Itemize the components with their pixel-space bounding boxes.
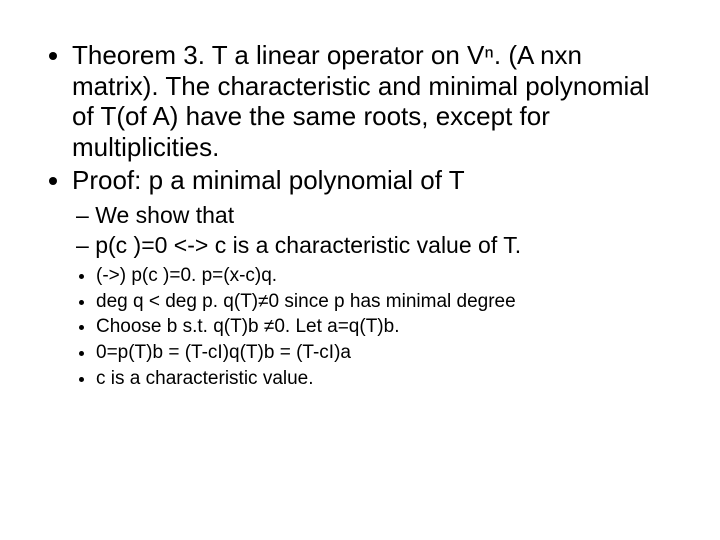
bullet-item: (->) p(c )=0. p=(x-c)q.	[96, 264, 672, 289]
bullet-item: Theorem 3. T a linear operator on Vⁿ. (A…	[72, 40, 672, 163]
bullet-item: Choose b s.t. q(T)b ≠0. Let a=q(T)b.	[96, 315, 672, 340]
bullet-item: p(c )=0 <-> c is a characteristic value …	[76, 231, 672, 260]
bullet-list-level2: We show that p(c )=0 <-> c is a characte…	[48, 201, 672, 260]
bullet-item: We show that	[76, 201, 672, 230]
bullet-item: c is a characteristic value.	[96, 367, 672, 392]
bullet-list-level3: (->) p(c )=0. p=(x-c)q. deg q < deg p. q…	[48, 264, 672, 391]
bullet-list-level1: Theorem 3. T a linear operator on Vⁿ. (A…	[48, 40, 672, 195]
bullet-item: 0=p(T)b = (T-cI)q(T)b = (T-cI)a	[96, 341, 672, 366]
bullet-item: Proof: p a minimal polynomial of T	[72, 165, 672, 196]
slide: Theorem 3. T a linear operator on Vⁿ. (A…	[0, 0, 720, 540]
bullet-item: deg q < deg p. q(T)≠0 since p has minima…	[96, 290, 672, 315]
